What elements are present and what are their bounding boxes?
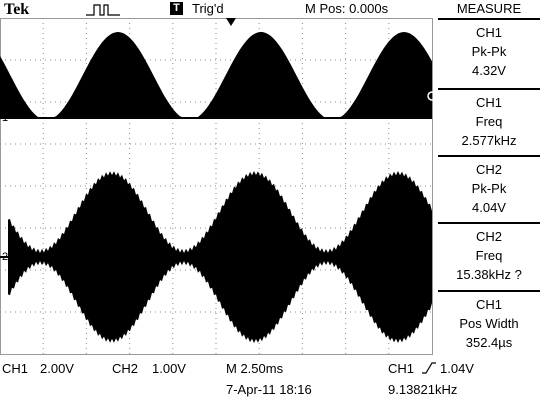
ch1-marker: 1: [2, 112, 9, 124]
measurement-source: CH1: [475, 95, 502, 110]
menu-title: MEASURE: [456, 1, 522, 16]
measurement-source: CH2: [475, 162, 502, 177]
measurement-label: Pk-Pk: [471, 181, 507, 196]
trigger-status: Trig'd: [192, 1, 224, 16]
brand: Tek: [4, 1, 30, 18]
measurement-source: CH1: [475, 297, 502, 312]
measurement-box[interactable]: CH2 Freq 15.38kHz ?: [438, 222, 540, 284]
measurement-label: Freq: [475, 248, 503, 263]
measurement-box[interactable]: CH1 Pk-Pk 4.32V: [438, 18, 540, 80]
trigger-level: 1.04V: [440, 361, 474, 376]
frequency: 9.13821kHz: [388, 382, 458, 397]
timebase: M 2.50ms: [226, 361, 284, 376]
trigger-icon: T: [170, 2, 183, 15]
measurement-value: 2.577kHz: [461, 133, 517, 148]
ch2-scale: 1.00V: [152, 361, 186, 376]
measurement-box[interactable]: CH1 Freq 2.577kHz: [438, 88, 540, 150]
ch1-scale: 2.00V: [40, 361, 74, 376]
ch2-waveform: [0, 171, 432, 343]
pulse-icon: [86, 4, 120, 16]
measurement-source: CH1: [475, 25, 502, 40]
trigger-level-marker: [427, 91, 436, 101]
waveform-display: [0, 18, 436, 355]
ch2-label: CH2: [112, 361, 139, 376]
ch1-label: CH1: [2, 361, 29, 376]
position: M Pos: 0.000s: [305, 1, 389, 16]
date: 7-Apr-11 18:16: [226, 382, 312, 397]
measurement-value: 4.32V: [472, 63, 506, 78]
measurement-box[interactable]: CH2 Pk-Pk 4.04V: [438, 155, 540, 217]
measurement-box[interactable]: CH1 Pos Width 352.4µs: [438, 290, 540, 352]
measurement-value: 4.04V: [472, 200, 506, 215]
measurement-value: 352.4µs: [465, 335, 513, 350]
measurement-label: Pos Width: [459, 316, 519, 331]
ch2-marker: 2: [2, 251, 9, 263]
trigger-source: CH1: [388, 361, 415, 376]
measurement-value: 15.38kHz ?: [456, 267, 522, 282]
trigger-position-marker: [226, 18, 236, 26]
trigger-slope-icon: [422, 362, 436, 374]
measurement-label: Freq: [475, 114, 503, 129]
ch1-waveform: [0, 32, 432, 119]
measurement-label: Pk-Pk: [471, 44, 507, 59]
measurement-source: CH2: [475, 229, 502, 244]
